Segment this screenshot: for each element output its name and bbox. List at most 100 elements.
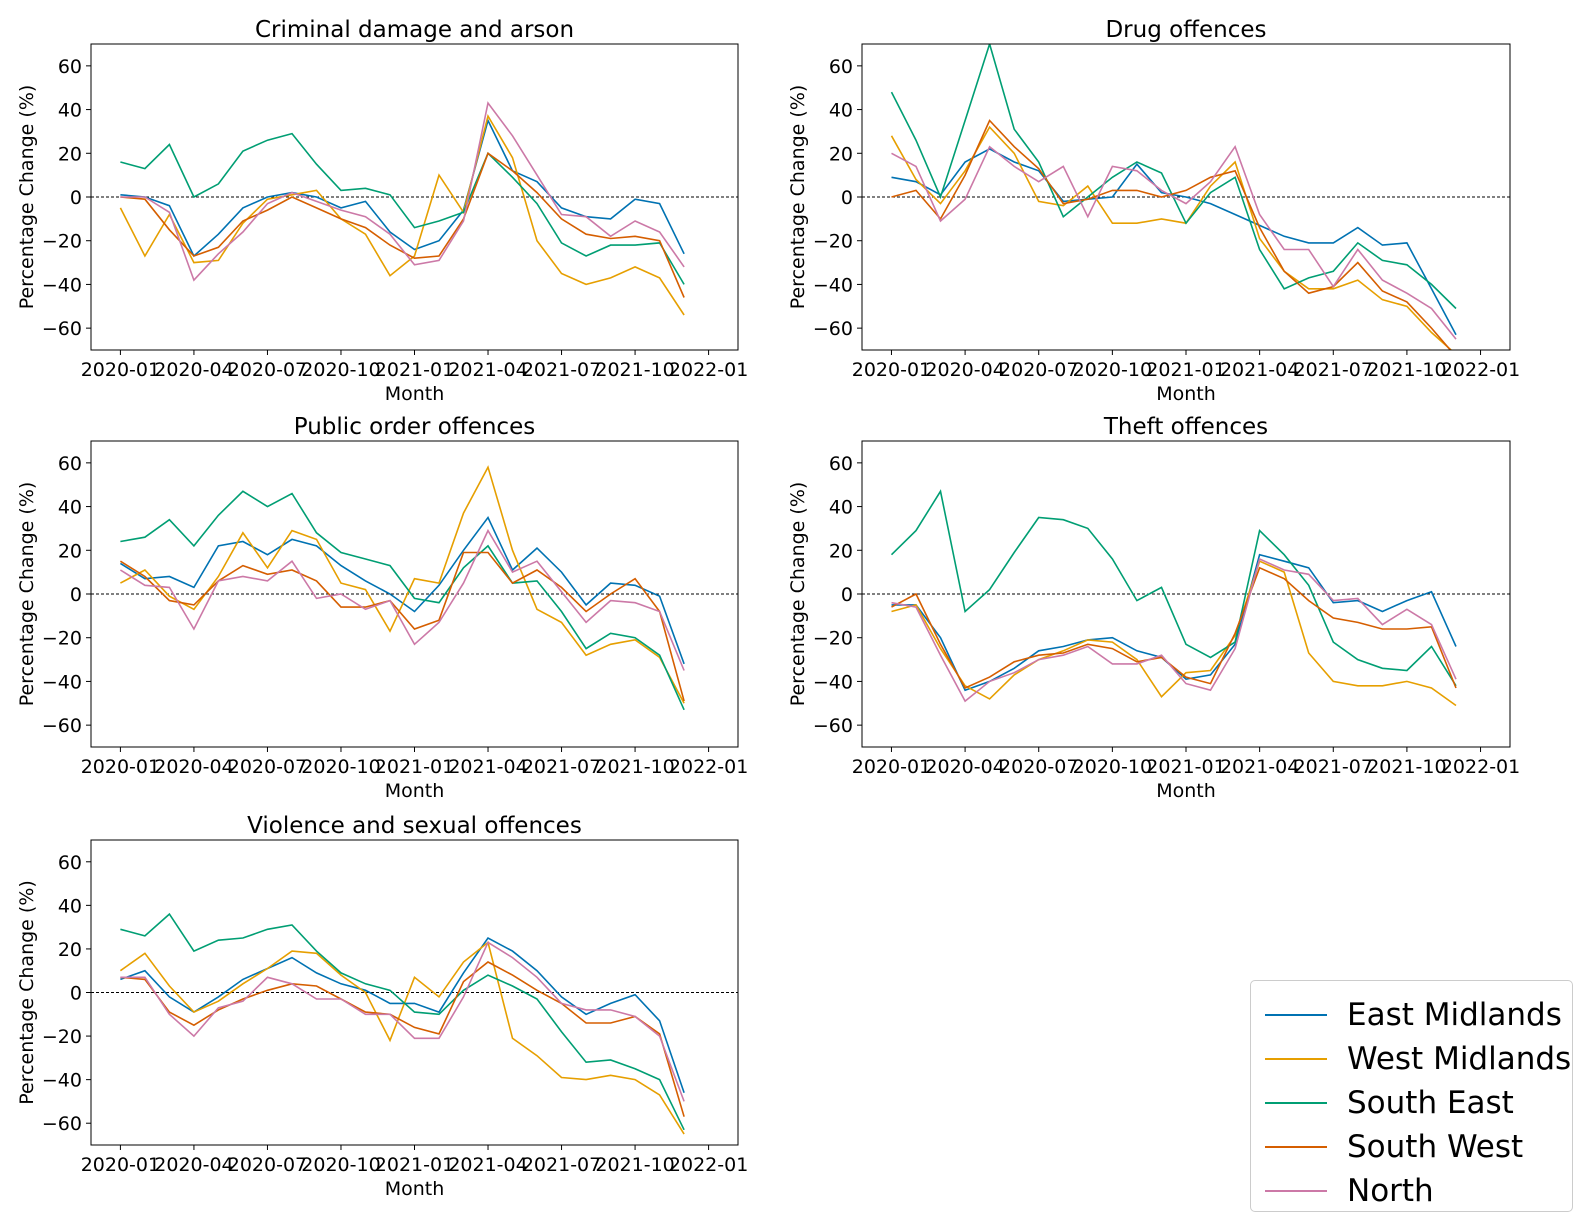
x-tick-label: 2021-07 (522, 359, 601, 381)
x-tick-label: 2021-04 (448, 1154, 527, 1176)
x-tick-label: 2021-04 (1220, 756, 1299, 778)
x-tick-label: 2020-01 (81, 359, 160, 381)
x-tick-label: 2020-10 (1073, 756, 1152, 778)
y-tick-label: −40 (42, 1070, 82, 1092)
series-line-south-west (891, 119, 1452, 350)
series-line-north (120, 941, 685, 1102)
subplot-title: Drug offences (1105, 17, 1266, 43)
subplot-4: −60−40−2002040602020-012020-042020-07202… (787, 414, 1520, 802)
x-tick-label: 2020-04 (925, 359, 1004, 381)
legend-item-west-midlands: West Midlands (1251, 1039, 1572, 1079)
subplot-1: −60−40−2002040602020-012020-042020-07202… (16, 17, 748, 405)
series-line-west-midlands (119, 114, 685, 316)
legend-label: East Midlands (1347, 997, 1562, 1033)
y-axis-label: Percentage Change (%) (787, 85, 809, 310)
x-tick-label: 2021-10 (1367, 756, 1446, 778)
x-tick-label: 2020-07 (999, 359, 1078, 381)
y-tick-label: −20 (42, 628, 82, 650)
y-tick-label: −20 (42, 231, 82, 253)
x-tick-label: 2021-07 (1294, 756, 1373, 778)
x-tick-label: 2021-01 (1146, 756, 1225, 778)
x-tick-label: 2021-01 (1146, 359, 1225, 381)
x-axis-label: Month (1156, 780, 1216, 802)
x-tick-label: 2020-04 (154, 756, 233, 778)
legend-swatch (1265, 1058, 1327, 1060)
x-tick-label: 2021-07 (522, 1154, 601, 1176)
x-tick-label: 2020-10 (301, 1154, 380, 1176)
x-tick-label: 2021-01 (375, 756, 454, 778)
legend-item-north: North (1251, 1171, 1572, 1211)
y-tick-label: 20 (58, 939, 82, 961)
y-tick-label: −40 (813, 671, 853, 693)
x-tick-label: 2020-04 (925, 756, 1004, 778)
y-tick-label: 40 (58, 497, 82, 519)
x-axis-label: Month (385, 780, 445, 802)
y-tick-label: 60 (829, 453, 853, 475)
series-line-west-midlands (890, 125, 1453, 350)
y-tick-label: 40 (58, 895, 82, 917)
subplot-title: Criminal damage and arson (255, 17, 574, 43)
x-tick-label: 2020-04 (154, 359, 233, 381)
series-line-east-midlands (120, 118, 685, 258)
y-tick-label: 20 (58, 540, 82, 562)
y-tick-label: −60 (42, 1113, 82, 1135)
series-line-north (119, 528, 685, 671)
x-tick-label: 2022-01 (669, 756, 748, 778)
x-tick-label: 2020-04 (154, 1154, 233, 1176)
series-line-east-midlands (891, 147, 1457, 336)
y-tick-label: 60 (58, 453, 82, 475)
x-tick-label: 2021-10 (595, 1154, 674, 1176)
y-axis-label: Percentage Change (%) (16, 85, 38, 310)
legend-swatch (1265, 1190, 1327, 1192)
x-tick-label: 2021-10 (595, 756, 674, 778)
y-tick-label: 20 (829, 540, 853, 562)
x-axis-label: Month (1156, 383, 1216, 405)
legend-swatch (1265, 1146, 1327, 1148)
y-axis-label: Percentage Change (%) (787, 482, 809, 707)
legend-label: South West (1347, 1129, 1524, 1165)
x-tick-label: 2020-01 (81, 756, 160, 778)
series-line-north (891, 144, 1457, 340)
subplot-3: −60−40−2002040602020-012020-042020-07202… (16, 414, 748, 802)
series-line-south-east (890, 489, 1457, 687)
y-axis-label: Percentage Change (%) (16, 880, 38, 1105)
x-tick-label: 2021-10 (1367, 359, 1446, 381)
series-line-south-west (891, 566, 1457, 690)
series-line-east-midlands (119, 515, 685, 665)
x-tick-label: 2021-01 (375, 359, 454, 381)
x-tick-label: 2020-01 (852, 756, 931, 778)
x-tick-label: 2021-07 (522, 756, 601, 778)
y-tick-label: 60 (58, 56, 82, 78)
x-tick-label: 2020-07 (999, 756, 1078, 778)
x-tick-label: 2022-01 (1441, 359, 1520, 381)
series-line-south-west (120, 961, 685, 1117)
y-tick-label: −60 (42, 715, 82, 737)
x-tick-label: 2020-10 (1073, 359, 1152, 381)
x-tick-label: 2021-10 (595, 359, 674, 381)
x-axis-label: Month (385, 1178, 445, 1200)
series-line-south-west (120, 152, 685, 298)
x-tick-label: 2021-07 (1294, 359, 1373, 381)
x-tick-label: 2021-04 (448, 756, 527, 778)
series-line-south-east (120, 912, 685, 1131)
x-axis-label: Month (385, 383, 445, 405)
series-line-west-midlands (120, 465, 685, 704)
subplot-2: −60−40−2002040602020-012020-042020-07202… (787, 17, 1520, 405)
y-tick-label: 40 (58, 100, 82, 122)
y-tick-label: 0 (70, 983, 82, 1005)
legend-item-south-west: South West (1251, 1127, 1572, 1167)
y-tick-label: 0 (70, 584, 82, 606)
legend-swatch (1265, 1014, 1327, 1016)
y-tick-label: −60 (42, 318, 82, 340)
x-tick-label: 2020-10 (301, 756, 380, 778)
x-tick-label: 2020-01 (81, 1154, 160, 1176)
series-line-south-east (120, 132, 685, 285)
y-tick-label: 0 (841, 187, 853, 209)
x-tick-label: 2022-01 (669, 359, 748, 381)
y-tick-label: 0 (841, 584, 853, 606)
series-line-west-midlands (891, 560, 1457, 707)
y-tick-label: −40 (813, 274, 853, 296)
y-tick-label: −20 (42, 1026, 82, 1048)
y-tick-label: −60 (813, 318, 853, 340)
y-tick-label: 40 (829, 497, 853, 519)
